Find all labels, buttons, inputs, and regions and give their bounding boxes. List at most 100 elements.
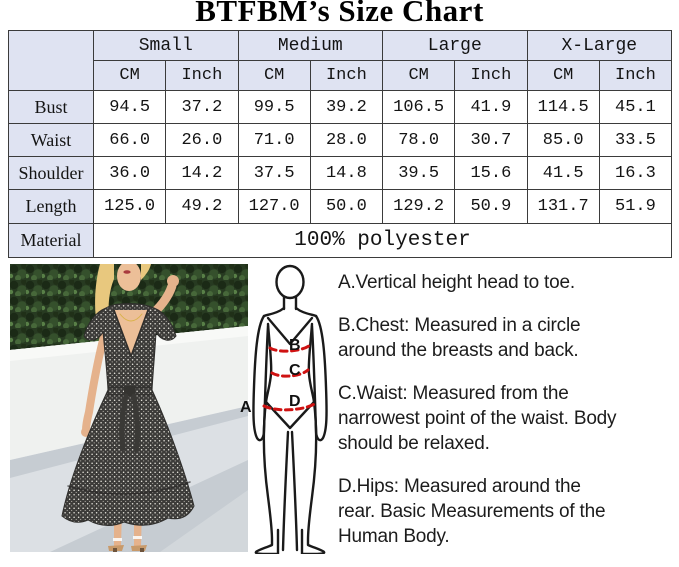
length-medium-inch: 50.0 (309, 189, 384, 224)
instruction-line: narrowest point of the waist. Body (338, 408, 617, 429)
bust-large-inch: 41.9 (454, 90, 528, 124)
marker-c: C (289, 362, 301, 379)
model-lowered-arm (82, 318, 112, 434)
left-arm (252, 314, 270, 442)
row-label-length: Length (8, 189, 94, 224)
wrap-neck-edges (113, 309, 149, 359)
belt-knot (124, 386, 135, 396)
bust-xlarge-cm: 114.5 (526, 90, 600, 124)
size-header-medium: Medium (237, 30, 384, 61)
bust-medium-inch: 39.2 (309, 90, 384, 124)
model-photo (10, 264, 248, 552)
pavement-walkway (160, 490, 248, 552)
shoulder-large-inch: 15.6 (454, 156, 528, 190)
row-label-bust: Bust (8, 90, 94, 124)
measurement-dashes (262, 343, 318, 412)
right-leg-outline (300, 400, 326, 554)
shoulder-small-cm: 36.0 (92, 156, 167, 190)
waist-xlarge-inch: 33.5 (598, 123, 673, 157)
v-neckline (114, 310, 148, 356)
size-header-small: Small (93, 30, 239, 61)
unit-header-cm: CM (92, 60, 167, 91)
hips-dash-line (262, 401, 318, 412)
left-ankle-strap (113, 538, 122, 541)
length-medium-cm: 127.0 (237, 189, 311, 224)
belt-sash-left (119, 393, 129, 451)
waist-large-cm: 78.0 (382, 123, 456, 157)
waist-medium-inch: 28.0 (309, 123, 384, 157)
shoulder-small-inch: 14.2 (165, 156, 239, 190)
row-label-waist: Waist (8, 123, 94, 157)
row-label-material: Material (8, 223, 94, 258)
skirt-tier-seam (67, 481, 191, 495)
waist-xlarge-cm: 85.0 (526, 123, 600, 157)
instruction-line: C.Waist: Measured from the (338, 383, 569, 404)
body-outline (252, 264, 328, 554)
waist-large-inch: 30.7 (454, 123, 528, 157)
unit-header-cm: CM (237, 60, 311, 91)
shoulder-medium-inch: 14.8 (309, 156, 384, 190)
size-header-xlarge: X-Large (526, 30, 673, 61)
instruction-line: B.Chest: Measured in a circle (338, 315, 581, 336)
instruction-line: D.Hips: Measured around the (338, 476, 581, 497)
model-face (117, 264, 141, 291)
bust-large-cm: 106.5 (382, 90, 456, 124)
waist-dash-line (270, 368, 310, 378)
table-row-shoulder: Shoulder 36.0 14.2 37.5 14.8 39.5 15.6 4… (8, 156, 673, 190)
shoulder-xlarge-inch: 16.3 (598, 156, 673, 190)
page-title: BTFBM’s Size Chart (195, 0, 484, 28)
polka-dot-dress (61, 303, 195, 526)
marker-b: B (289, 337, 301, 354)
unit-header-cm: CM (382, 60, 456, 91)
waist-medium-cm: 71.0 (237, 123, 311, 157)
instruction-chest: B.Chest: Measured in a circle around the… (338, 313, 674, 363)
head-outline (275, 264, 305, 300)
size-header-large: Large (382, 30, 528, 61)
shoulder-medium-cm: 37.5 (237, 156, 311, 190)
instruction-waist: C.Waist: Measured from the narrowest poi… (338, 381, 674, 456)
shoulder-large-cm: 39.5 (382, 156, 456, 190)
length-large-inch: 50.9 (454, 189, 528, 224)
model-raised-hand (167, 275, 179, 287)
left-heel (113, 548, 117, 552)
model-figure (61, 264, 195, 552)
instruction-line: A.Vertical height head to toe. (338, 272, 575, 293)
inner-leg-lines (281, 430, 299, 552)
size-chart-table: Small Medium Large X-Large CM Inch CM In… (8, 30, 673, 258)
measurement-instructions: A.Vertical height head to toe. B.Chest: … (338, 270, 674, 567)
table-row-length: Length 125.0 49.2 127.0 50.0 129.2 50.9 … (8, 189, 673, 224)
unit-header-cm: CM (526, 60, 600, 91)
length-small-inch: 49.2 (165, 189, 239, 224)
row-label-shoulder: Shoulder (8, 156, 94, 190)
model-hair-right (141, 264, 151, 280)
chest-dash-line (268, 343, 312, 353)
bikini-lines (264, 400, 316, 430)
instruction-hips: D.Hips: Measured around the rear. Basic … (338, 474, 674, 549)
material-value: 100% polyester (92, 223, 673, 258)
right-sandal (131, 545, 147, 551)
unit-header-inch: Inch (454, 60, 528, 91)
right-heel (140, 548, 144, 552)
instruction-line: should be relaxed. (338, 433, 490, 454)
shoulder-lines (262, 306, 318, 318)
marker-a: A (240, 399, 252, 416)
length-small-cm: 125.0 (92, 189, 167, 224)
model-lips (123, 270, 131, 274)
left-leg-outline (254, 400, 280, 554)
unit-header-inch: Inch (598, 60, 673, 91)
length-large-cm: 129.2 (382, 189, 456, 224)
shoulder-xlarge-cm: 41.5 (526, 156, 600, 190)
bust-medium-cm: 99.5 (237, 90, 311, 124)
corner-cell (8, 30, 94, 91)
table-row-waist: Waist 66.0 26.0 71.0 28.0 78.0 30.7 85.0… (8, 123, 673, 157)
measurement-markers: A B C D (240, 337, 301, 416)
table-row-bust: Bust 94.5 37.2 99.5 39.2 106.5 41.9 114.… (8, 90, 673, 124)
unit-header-inch: Inch (309, 60, 384, 91)
marker-d: D (289, 393, 301, 410)
right-arm (310, 314, 328, 442)
bust-small-cm: 94.5 (92, 90, 167, 124)
right-ankle-strap (133, 536, 142, 539)
instruction-line: Human Body. (338, 526, 450, 547)
bust-small-inch: 37.2 (165, 90, 239, 124)
